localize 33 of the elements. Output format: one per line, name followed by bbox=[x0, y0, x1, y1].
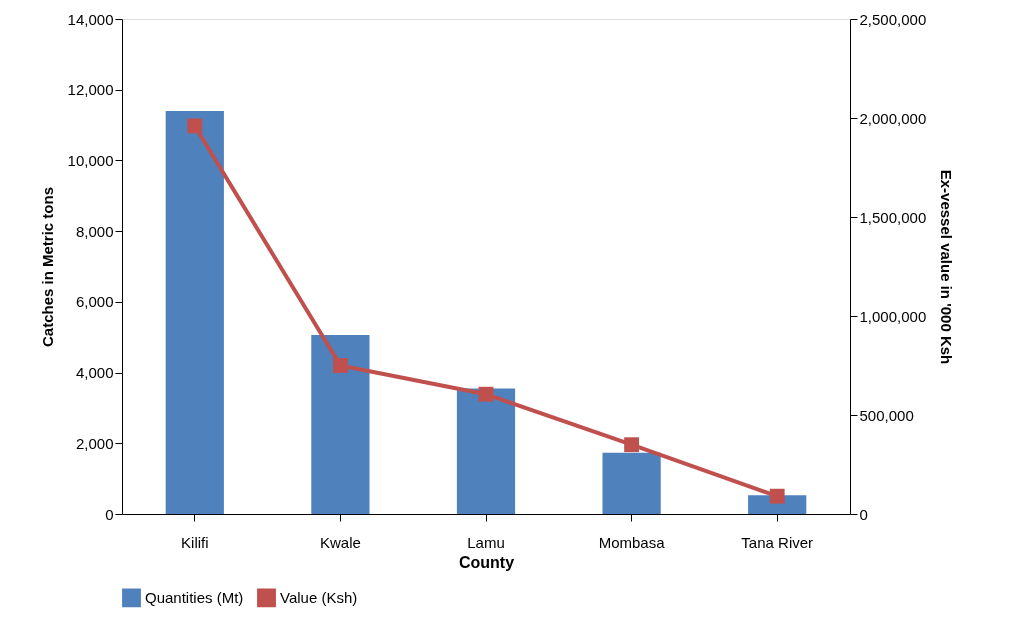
y2-tick-label: 1,500,000 bbox=[859, 208, 927, 226]
point bbox=[332, 358, 348, 373]
y2-tick-label: 500,000 bbox=[859, 406, 914, 424]
legend-label: Quantities (Mt) bbox=[145, 588, 244, 606]
point bbox=[769, 488, 785, 504]
bar bbox=[602, 452, 661, 514]
y2-axis-title: Ex-vessel value in '000 Ksh bbox=[938, 169, 956, 365]
x-tick-label: Kwale bbox=[319, 533, 361, 551]
y-axis-title: Catches in Metric tons bbox=[38, 186, 56, 348]
y2-tick-label: 0 bbox=[859, 505, 868, 523]
x-tick-label: Mombasa bbox=[598, 533, 666, 551]
y-tick-label: 4,000 bbox=[75, 364, 114, 382]
point bbox=[624, 437, 640, 453]
x-tick-label: Tana River bbox=[741, 533, 814, 551]
bar bbox=[165, 110, 224, 514]
x-tick-label: Lamu bbox=[467, 533, 505, 551]
x-tick-label: Kilifi bbox=[181, 533, 209, 551]
point bbox=[187, 118, 203, 134]
legend-label: Value (Ksh) bbox=[280, 588, 358, 606]
y-tick-label: 6,000 bbox=[75, 293, 114, 311]
y-tick-label: 2,000 bbox=[75, 434, 114, 452]
bar bbox=[311, 335, 370, 514]
bar bbox=[456, 388, 516, 514]
y2-tick-label: 2,000,000 bbox=[859, 109, 927, 127]
y-tick-label: 12,000 bbox=[67, 81, 114, 99]
point bbox=[478, 386, 494, 402]
y2-tick-label: 2,500,000 bbox=[859, 10, 927, 28]
y-tick-label: 8,000 bbox=[75, 222, 114, 240]
x-axis-title: County bbox=[458, 553, 515, 571]
y-tick-label: 0 bbox=[105, 505, 114, 523]
y-tick-label: 14,000 bbox=[67, 10, 114, 28]
y-tick-label: 10,000 bbox=[67, 151, 114, 169]
y2-tick-label: 1,000,000 bbox=[859, 307, 927, 325]
